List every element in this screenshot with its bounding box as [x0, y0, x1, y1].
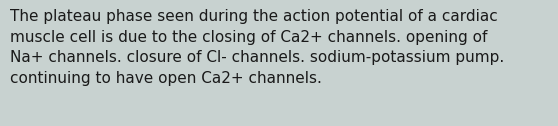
Text: The plateau phase seen during the action potential of a cardiac
muscle cell is d: The plateau phase seen during the action… [10, 9, 504, 86]
